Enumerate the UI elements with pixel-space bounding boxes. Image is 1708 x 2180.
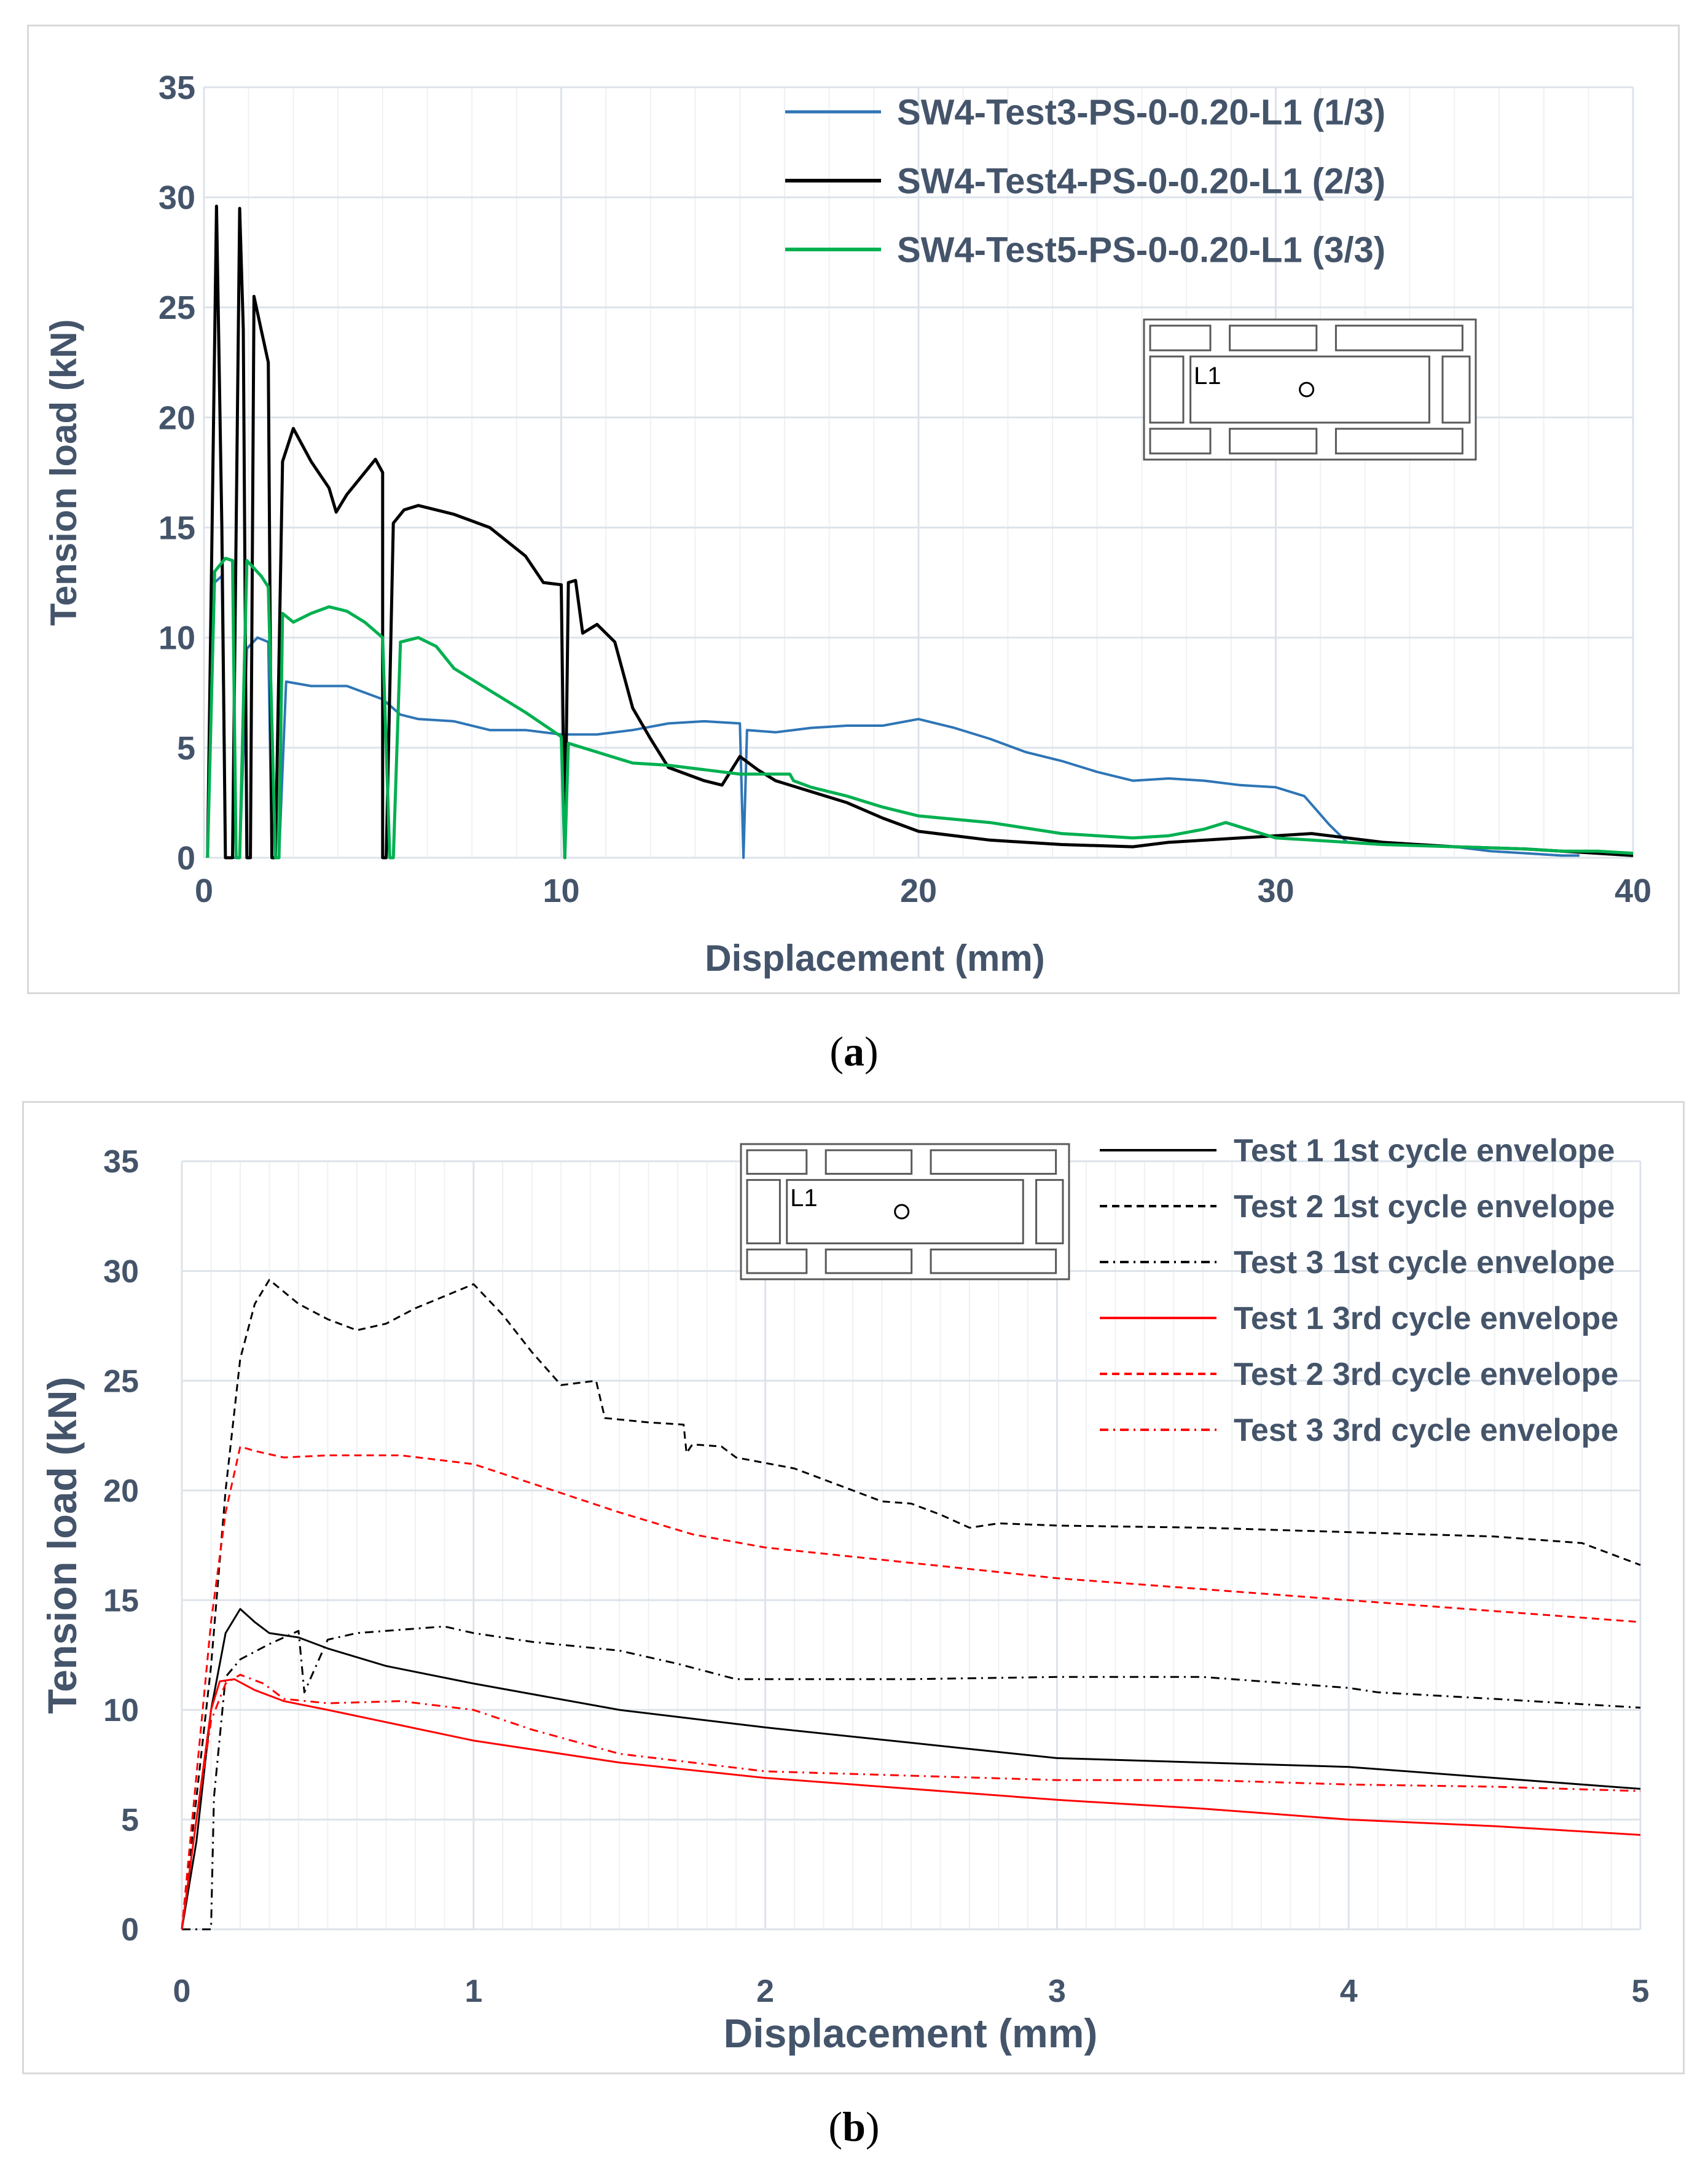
x-tick-label: 0	[173, 1974, 191, 2009]
legend-label-test-2-1st-cycle-envelope: Test 2 1st cycle envelope	[1234, 1189, 1615, 1225]
legend-label-test-3-1st-cycle-envelope: Test 3 1st cycle envelope	[1234, 1245, 1615, 1280]
inset-label: L1	[1194, 363, 1221, 390]
y-tick-label: 20	[159, 399, 195, 436]
anchor-location-icon	[1299, 382, 1315, 398]
legend-label-test-1-1st-cycle-envelope: Test 1 1st cycle envelope	[1234, 1133, 1615, 1169]
legend-label-test-3-3rd-cycle-envelope: Test 3 3rd cycle envelope	[1234, 1413, 1618, 1448]
x-tick-label: 2	[756, 1974, 774, 2009]
y-tick-label: 0	[177, 840, 195, 877]
inset-bottom-brick	[930, 1249, 1057, 1274]
inset-middle-brick	[1189, 355, 1430, 424]
series-line-test-3-1st-cycle-envelope	[182, 1625, 1641, 1931]
chart-a: 0 5 10 15 20 25 30 35 0 10 20 30 40 Displacement (mm)…	[43, 69, 1651, 979]
caption-a: (a)	[829, 1028, 879, 1075]
legend: SW4-Test3-PS-0-0.20-L1 (1/3) SW4-Test4-PS…	[785, 92, 1385, 270]
y-tick-label: 35	[103, 1144, 139, 1180]
y-tick-label: 5	[121, 1803, 139, 1838]
y-tick-label: 30	[159, 179, 195, 216]
inset-middle-brick	[1441, 355, 1471, 424]
series-line-test-1-1st-cycle-envelope	[181, 1608, 1641, 1930]
inset-top-brick	[1229, 324, 1318, 351]
y-tick-label: 30	[103, 1254, 139, 1290]
legend-label-sw4-test5-ps-0-0-20-l1-3-3: SW4-Test5-PS-0-0.20-L1 (3/3)	[897, 230, 1385, 270]
series-line-sw4-test4-ps-0-0-20-l1-2-3	[206, 205, 1634, 860]
inset-top-brick	[825, 1149, 913, 1175]
inset-top-brick	[1149, 324, 1212, 351]
chart-b: 0 5 10 15 20 25 30 35 0 1 2 3 4 5 Displacement (mm) Ten…	[39, 1133, 1649, 2056]
y-axis-title: Tension load (kN)	[43, 320, 84, 626]
legend-label-sw4-test3-ps-0-0-20-l1-1-3: SW4-Test3-PS-0-0.20-L1 (1/3)	[897, 92, 1385, 132]
caption-b-letter: b	[842, 2103, 866, 2150]
series-group	[181, 1279, 1641, 1931]
inset-top-brick	[746, 1149, 808, 1175]
brick-inset-diagram: L1	[1143, 318, 1477, 461]
caption-a-letter: a	[844, 1028, 864, 1075]
anchor-location-icon	[894, 1204, 910, 1220]
y-tick-label: 0	[121, 1912, 139, 1948]
inset-bottom-brick	[1334, 428, 1463, 455]
caption-b: (b)	[828, 2103, 880, 2150]
inset-bottom-brick	[825, 1249, 913, 1274]
legend: Test 1 1st cycle envelope Test 2 1st cycl…	[1100, 1133, 1618, 1448]
grid	[181, 1160, 1642, 1931]
inset-bottom-brick	[1149, 428, 1212, 455]
x-axis-title: Displacement (mm)	[705, 938, 1044, 979]
legend-label-sw4-test4-ps-0-0-20-l1-2-3: SW4-Test4-PS-0-0.20-L1 (2/3)	[897, 161, 1385, 201]
series-line-test-2-1st-cycle-envelope	[181, 1279, 1641, 1930]
x-tick-label: 30	[1257, 872, 1294, 909]
inset-label: L1	[790, 1185, 818, 1212]
x-tick-label: 0	[195, 872, 213, 909]
y-tick-label: 20	[103, 1473, 139, 1509]
y-tick-label: 10	[103, 1693, 139, 1728]
x-tick-label: 1	[464, 1974, 482, 2009]
series-group	[206, 205, 1634, 860]
x-tick-label: 40	[1615, 872, 1651, 909]
series-line-sw4-test5-ps-0-0-20-l1-3-3	[206, 557, 1634, 860]
inset-bottom-brick	[1229, 428, 1318, 455]
panel-a-frame	[27, 25, 1680, 994]
brick-inset-diagram: L1	[740, 1143, 1070, 1280]
y-tick-label: 15	[159, 509, 195, 546]
inset-middle-brick	[1035, 1178, 1064, 1245]
x-tick-label: 4	[1340, 1974, 1358, 2009]
x-tick-label: 5	[1632, 1974, 1650, 2009]
x-tick-label: 10	[543, 872, 579, 909]
inset-bottom-brick	[746, 1249, 808, 1274]
y-tick-label: 35	[159, 69, 195, 106]
inset-top-brick	[1334, 324, 1463, 351]
legend-label-test-1-3rd-cycle-envelope: Test 1 3rd cycle envelope	[1234, 1301, 1618, 1336]
series-line-sw4-test3-ps-0-0-20-l1-1-3	[206, 574, 1580, 859]
y-tick-label: 15	[103, 1583, 139, 1618]
series-line-test-2-3rd-cycle-envelope	[181, 1445, 1641, 1930]
y-tick-label: 10	[159, 620, 195, 657]
inset-top-brick	[930, 1149, 1057, 1175]
y-tick-label: 5	[177, 730, 195, 767]
y-tick-label: 25	[159, 289, 195, 326]
x-axis-title: Displacement (mm)	[724, 2010, 1098, 2056]
inset-middle-brick	[746, 1178, 781, 1245]
y-tick-label: 25	[103, 1363, 139, 1399]
inset-middle-brick	[1149, 355, 1185, 424]
inset-middle-brick	[786, 1178, 1024, 1245]
series-line-test-3-3rd-cycle-envelope	[181, 1674, 1641, 1930]
legend-label-test-2-3rd-cycle-envelope: Test 2 3rd cycle envelope	[1234, 1357, 1618, 1392]
y-axis-title: Tension load (kN)	[39, 1377, 85, 1714]
grid	[203, 86, 1634, 859]
x-tick-label: 20	[900, 872, 937, 909]
series-line-test-1-3rd-cycle-envelope	[181, 1678, 1641, 1930]
x-tick-label: 3	[1048, 1974, 1066, 2009]
